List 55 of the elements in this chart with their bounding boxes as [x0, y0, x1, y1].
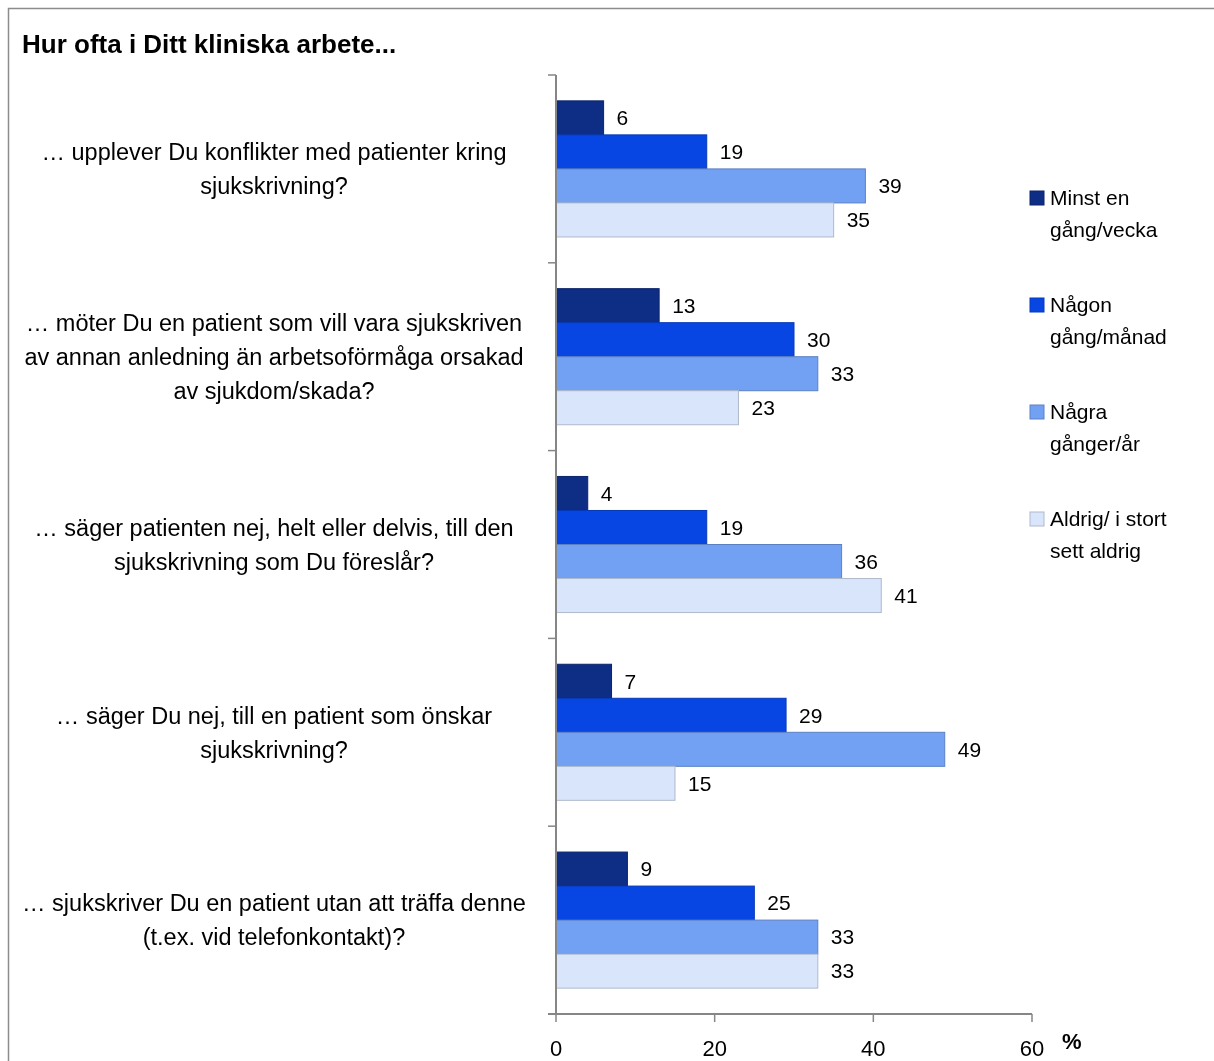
- data-label: 33: [830, 959, 855, 983]
- bar: [555, 663, 613, 699]
- data-label: 39: [878, 174, 902, 198]
- bar: [555, 134, 708, 170]
- data-label: 41: [894, 583, 918, 607]
- x-axis-title: %: [1062, 1028, 1082, 1054]
- legend-label: Minst en gång/vecka: [1050, 186, 1158, 242]
- data-label: 19: [719, 515, 744, 539]
- data-label: 25: [767, 891, 791, 915]
- x-tick-label: 60: [1019, 1035, 1045, 1061]
- data-label: 23: [751, 396, 775, 420]
- legend-label: Någon gång/månad: [1050, 293, 1167, 349]
- bar: [555, 697, 787, 733]
- bar: [555, 919, 819, 955]
- legend-label: Aldrig/ i stort sett aldrig: [1050, 507, 1167, 563]
- legend-label: Några gånger/år: [1050, 400, 1140, 456]
- data-label: 29: [799, 703, 823, 727]
- data-label: 33: [830, 925, 855, 949]
- text: Hur ofta i Ditt kliniska arbete...: [22, 29, 397, 59]
- data-label: 7: [624, 669, 637, 693]
- data-label: 6: [616, 106, 629, 130]
- y-tick-label: … sjukskriver Du en patient utan att träffa denne (t.ex. vid telefonkontakt)?: [22, 890, 526, 951]
- bar: [555, 390, 739, 426]
- x-tick-label: 20: [702, 1035, 727, 1061]
- bar: [555, 100, 605, 136]
- data-label: 19: [719, 140, 744, 164]
- bar: [555, 322, 795, 358]
- data-label: 33: [830, 362, 855, 386]
- bar: [555, 885, 755, 921]
- y-tick-label: … möter Du en patient som vill vara sjukskriven av annan anledning än arbetsoförmåga orsakad av sjukdom/skada?: [24, 309, 524, 404]
- bar: [555, 851, 628, 887]
- bar: [555, 288, 660, 324]
- data-label: 9: [640, 857, 653, 881]
- bar: [555, 578, 882, 614]
- bar: [555, 731, 946, 767]
- bar: [555, 202, 835, 238]
- bar: [555, 544, 843, 580]
- bar: [555, 475, 589, 511]
- y-tick-label: … säger patienten nej, helt eller delvis, till den sjukskrivning som Du föreslår?: [34, 514, 514, 575]
- y-tick-label: … upplever Du konflikter med patienter kring sjukskrivning?: [41, 139, 507, 200]
- data-label: 4: [600, 481, 613, 505]
- data-label: 36: [854, 549, 878, 573]
- bar: [555, 953, 819, 989]
- data-label: 49: [957, 737, 982, 761]
- bar: [555, 168, 866, 204]
- data-label: 13: [672, 294, 696, 318]
- x-tick-label: 40: [861, 1035, 886, 1061]
- y-tick-label: … säger Du nej, till en patient som önskar sjukskrivning?: [55, 702, 493, 763]
- bar: [555, 356, 819, 392]
- x-tick-label: 0: [549, 1035, 563, 1061]
- bar: [555, 765, 676, 801]
- data-label: 35: [846, 208, 871, 232]
- bar: [555, 509, 708, 545]
- data-label: 30: [807, 328, 831, 352]
- data-label: 15: [688, 771, 712, 795]
